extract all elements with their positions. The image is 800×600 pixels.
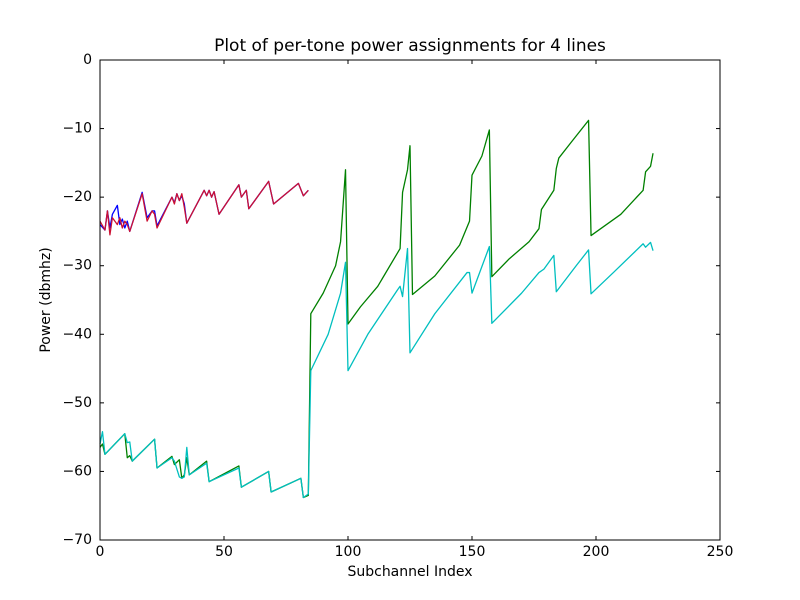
y-tick-label: −30 (62, 258, 92, 274)
x-tick-label: 250 (707, 544, 734, 560)
axes-frame (99, 59, 721, 541)
y-tick-label: −20 (62, 189, 92, 205)
x-tick-label: 150 (459, 544, 486, 560)
y-tick-label: −60 (62, 463, 92, 479)
series-line (99, 180, 309, 236)
y-tick-label: −50 (62, 395, 92, 411)
chart-title: Plot of per-tone power assignments for 4… (214, 36, 606, 56)
plot-area (99, 119, 654, 499)
y-tick-label: −10 (62, 121, 92, 137)
y-tick-label: −40 (62, 326, 92, 342)
x-axis-label: Subchannel Index (347, 564, 472, 580)
series-line (99, 119, 654, 499)
y-tick-label: 0 (83, 52, 92, 68)
x-tick-label: 200 (583, 544, 610, 560)
x-tick-label: 100 (335, 544, 362, 560)
x-tick-label: 0 (96, 544, 105, 560)
y-tick-label: −70 (62, 532, 92, 548)
x-tick-label: 50 (215, 544, 233, 560)
series-line (99, 241, 654, 499)
y-axis-label: Power (dbmhz) (38, 247, 54, 352)
